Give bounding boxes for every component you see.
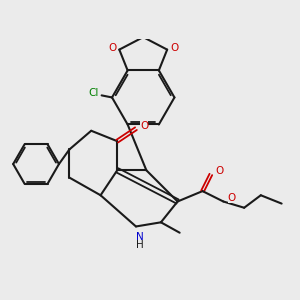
Text: O: O [228, 194, 236, 203]
Text: O: O [140, 121, 148, 130]
Text: O: O [215, 166, 223, 176]
Text: O: O [170, 43, 178, 52]
Text: H: H [136, 240, 144, 250]
Text: N: N [136, 232, 144, 242]
Text: Cl: Cl [88, 88, 98, 98]
Text: O: O [108, 43, 116, 52]
